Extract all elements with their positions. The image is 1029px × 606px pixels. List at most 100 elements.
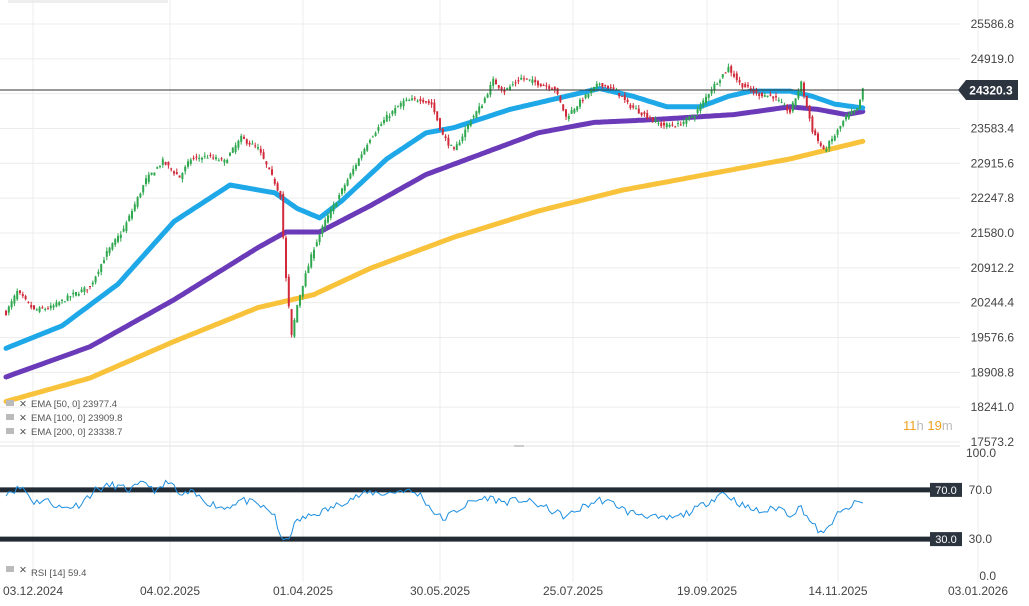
candle-body xyxy=(514,82,517,84)
candle-body xyxy=(651,117,654,121)
candle-body xyxy=(301,285,304,297)
candle-body xyxy=(100,264,103,272)
candle-body xyxy=(775,96,777,98)
price-badge xyxy=(958,80,1018,101)
close-icon[interactable]: ✕ xyxy=(19,565,27,576)
candle-body xyxy=(839,126,842,129)
candle-body xyxy=(453,147,455,149)
drag-icon[interactable] xyxy=(6,414,14,420)
candle-body xyxy=(391,110,394,115)
candle-body xyxy=(467,124,469,130)
candle-body xyxy=(696,109,699,114)
candle-body xyxy=(413,98,416,100)
candle-body xyxy=(145,178,147,185)
candle-body xyxy=(66,295,69,301)
drag-icon[interactable] xyxy=(6,400,14,406)
candle-body xyxy=(318,234,321,243)
candle-body xyxy=(590,89,593,94)
candle-body xyxy=(478,106,481,113)
candle-body xyxy=(355,165,357,169)
candle-body xyxy=(103,260,105,264)
candle-body xyxy=(587,93,590,98)
candle-body xyxy=(612,87,615,90)
ema-path xyxy=(3,138,866,404)
candle-body xyxy=(833,135,836,141)
candle-body xyxy=(534,79,537,83)
candle-body xyxy=(542,85,545,87)
drag-icon[interactable] xyxy=(6,566,14,572)
candle-body xyxy=(41,307,44,309)
candle-body xyxy=(492,78,495,86)
rsi-panel: 70.0 30.0 xyxy=(0,479,962,547)
candle-body xyxy=(693,116,696,119)
countdown-hours: 11 xyxy=(903,418,917,433)
candle-body xyxy=(458,142,461,146)
candle-body xyxy=(749,88,752,90)
candle-body xyxy=(33,305,35,310)
candle-body xyxy=(299,295,301,306)
candle-body xyxy=(665,123,668,128)
candle-body xyxy=(780,101,783,103)
candle-body xyxy=(677,123,679,125)
candle-body xyxy=(128,215,131,222)
candle-body xyxy=(61,299,63,301)
candle-body xyxy=(55,302,58,307)
candle-body xyxy=(643,112,646,114)
y-tick-label: 17573.2 xyxy=(971,435,1015,449)
candle-body xyxy=(738,80,741,83)
candle-body xyxy=(173,171,175,174)
rsi-level-label: 70.0 xyxy=(935,485,956,497)
candle-body xyxy=(313,249,315,259)
candle-body xyxy=(13,295,16,304)
candle-body xyxy=(44,308,47,310)
candle-body xyxy=(679,124,682,126)
candle-body xyxy=(713,83,716,91)
y-tick-label: 22247.8 xyxy=(971,191,1015,205)
candle-body xyxy=(699,104,702,112)
candle-body xyxy=(660,122,663,127)
candle-body xyxy=(349,173,352,179)
legend-entry: EMA [200, 0] 23338.7 xyxy=(31,427,122,438)
close-icon[interactable]: ✕ xyxy=(19,399,27,410)
candle-body xyxy=(800,81,803,93)
candle-body xyxy=(411,98,413,100)
close-icon[interactable]: ✕ xyxy=(19,413,27,424)
candle-body xyxy=(338,195,341,200)
rsi-tick-label: 30.0 xyxy=(969,532,993,546)
candle-body xyxy=(657,122,660,124)
drag-icon[interactable] xyxy=(6,428,14,434)
rsi-tick-label: 70.0 xyxy=(969,483,993,497)
countdown-m-unit: m xyxy=(941,418,953,433)
candle-body xyxy=(83,287,86,292)
candle-body xyxy=(181,173,184,180)
candle-body xyxy=(343,185,346,191)
candle-body xyxy=(327,215,329,223)
current-price-label: 24320.3 xyxy=(969,84,1013,98)
candle-body xyxy=(520,77,523,80)
candle-body xyxy=(209,154,212,156)
candle-body xyxy=(707,94,710,98)
candle-body xyxy=(811,116,814,132)
overlay: 24320.3 ✕ EMA [50, 0] 23977.4 ✕ EMA [100, 0]… xyxy=(0,80,1018,579)
rsi-level-badge xyxy=(930,482,962,497)
close-icon[interactable]: ✕ xyxy=(19,427,27,438)
candle-body xyxy=(545,85,548,87)
candle-body xyxy=(374,132,377,136)
candle-body xyxy=(7,306,10,313)
candle-body xyxy=(383,120,385,124)
candle-body xyxy=(803,82,805,97)
candle-body xyxy=(705,96,707,104)
candle-body xyxy=(170,168,173,170)
candle-body xyxy=(436,111,439,121)
candle-body xyxy=(797,91,800,99)
candle-body xyxy=(450,145,453,147)
candle-body xyxy=(248,142,251,145)
candle-body xyxy=(265,161,268,165)
candle-body xyxy=(786,106,789,111)
candle-body xyxy=(408,100,411,102)
candle-body xyxy=(691,116,693,118)
candle-body xyxy=(472,116,475,118)
candle-body xyxy=(416,100,419,102)
candle-body xyxy=(447,137,450,146)
